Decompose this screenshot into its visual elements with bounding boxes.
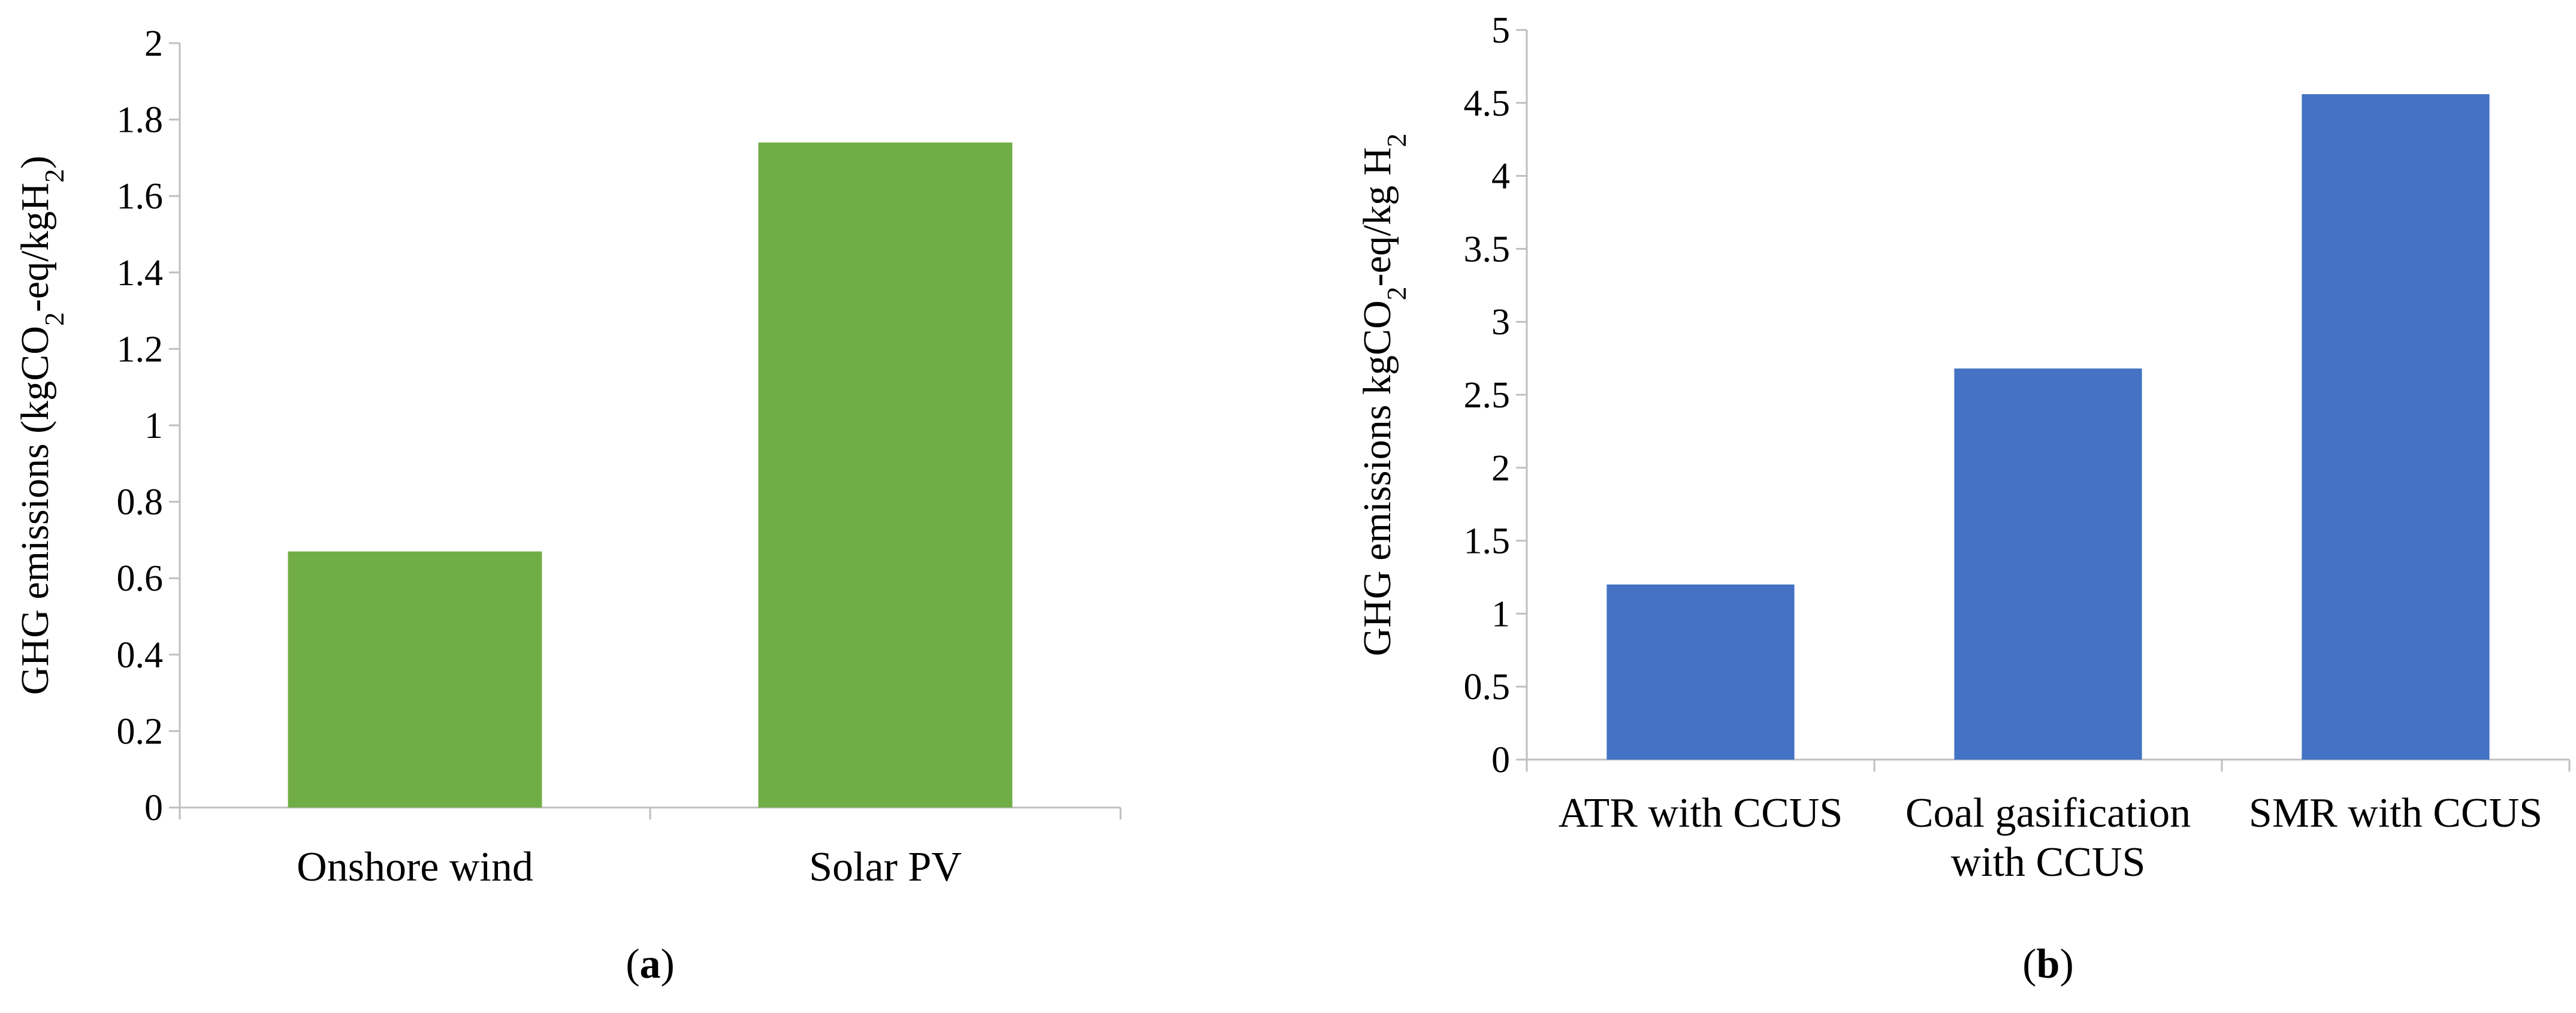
y-tick-label: 0: [1491, 740, 1510, 781]
panel-label: (a): [626, 941, 675, 987]
x-category-label-line: Onshore wind: [297, 844, 533, 890]
y-tick-label: 2: [144, 23, 163, 64]
panel-label: (b): [2022, 941, 2074, 987]
x-category-label: Solar PV: [809, 844, 962, 890]
y-axis-title-text: GHG emissions kgCO: [1355, 300, 1399, 656]
panel-label-paren: ): [2059, 941, 2073, 987]
bar: [1954, 368, 2142, 760]
bar: [1606, 584, 1795, 760]
x-category-label-line: with CCUS: [1951, 839, 2146, 885]
y-tick-label: 1.4: [117, 253, 164, 294]
y-tick-label: 5: [1491, 10, 1510, 51]
y-tick-label: 0.5: [1464, 667, 1511, 707]
y-tick-label: 4: [1491, 156, 1510, 197]
y-axis-title-subscript: 2: [1381, 286, 1412, 300]
y-tick-label: 1: [144, 406, 163, 446]
panel-label-letter: a: [640, 941, 661, 987]
bar: [2302, 94, 2490, 760]
y-axis-title-subscript: 2: [39, 312, 70, 326]
y-axis-title: GHG emissions kgCO2-eq/kg H2: [1355, 134, 1412, 657]
y-tick-label: 1.8: [117, 100, 164, 141]
y-tick-label: 1.5: [1464, 521, 1511, 562]
x-category-label: Coal gasification with CCUS: [1905, 790, 2191, 885]
y-tick-label: 1: [1491, 594, 1510, 634]
y-tick-label: 3.5: [1464, 229, 1511, 270]
y-tick-label: 0.6: [117, 558, 164, 599]
chart-panel-2: 0 0.5 1 1.5 2 2.5 3 3.5 4 4.5 5 ATR with CCUS Coal g…: [1355, 10, 2571, 987]
y-axis-title-text: ): [13, 156, 57, 169]
x-category-label: SMR with CCUS: [2249, 790, 2542, 836]
y-axis-title-text: -eq/kgH: [13, 183, 57, 312]
y-tick-label: 3: [1491, 302, 1510, 343]
bar: [288, 551, 542, 808]
bar: [758, 142, 1013, 808]
y-tick-label: 0.8: [117, 482, 164, 523]
panel-label-letter: b: [2037, 941, 2060, 987]
y-axis-title: GHG emissions (kgCO2-eq/kgH2): [13, 156, 70, 695]
y-tick-label: 0.4: [117, 635, 164, 676]
x-category-label-line: ATR with CCUS: [1559, 790, 1843, 836]
x-category-label-line: Coal gasification: [1905, 790, 2191, 836]
y-tick-label: 4.5: [1464, 83, 1511, 124]
x-category-label: ATR with CCUS: [1559, 790, 1843, 836]
y-tick-label: 0.2: [117, 711, 164, 752]
panel-label-paren: ): [661, 941, 675, 987]
x-category-label-line: Solar PV: [809, 844, 962, 890]
panel-label-paren: (: [2022, 941, 2036, 987]
x-category-label: Onshore wind: [297, 844, 533, 890]
y-tick-label: 1.2: [117, 329, 164, 370]
y-tick-label: 2.5: [1464, 375, 1511, 416]
chart-panel-1: 0 0.2 0.4 0.6 0.8 1 1.2 1.4 1.6 1.8 2 Onshore wind S…: [13, 23, 1122, 987]
x-category-label-line: SMR with CCUS: [2249, 790, 2542, 836]
y-tick-label: 1.6: [117, 176, 164, 217]
panel-label-paren: (: [626, 941, 639, 987]
y-tick-label: 2: [1491, 448, 1510, 489]
y-axis-title-subscript: 2: [39, 169, 70, 183]
y-axis-title-text: -eq/kg H: [1355, 147, 1399, 287]
y-axis-title-subscript: 2: [1381, 134, 1412, 147]
y-axis-title-text: GHG emissions (kgCO: [13, 326, 57, 695]
y-tick-label: 0: [144, 788, 163, 828]
